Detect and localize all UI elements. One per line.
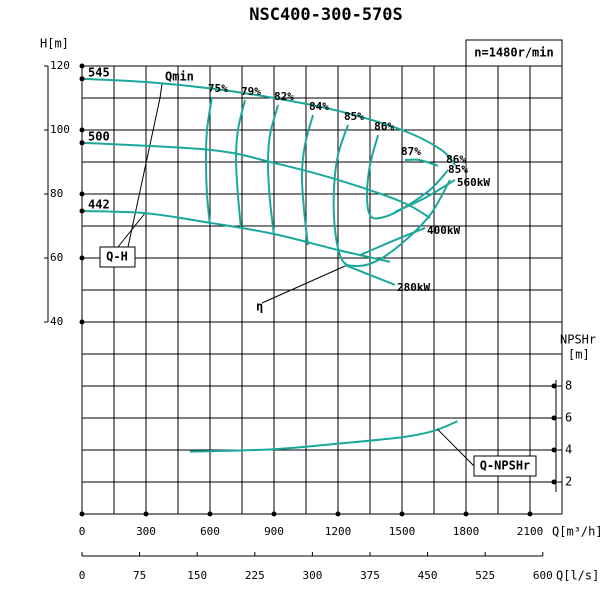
y-dot xyxy=(79,191,85,197)
eta-label: η xyxy=(256,300,263,314)
y2-dot xyxy=(551,447,557,453)
x2-axis-label: Q[l/s] xyxy=(556,569,599,583)
x2-tick-label: 75 xyxy=(133,569,146,582)
x-dot xyxy=(463,511,469,517)
x-dot xyxy=(335,511,341,517)
x-dot xyxy=(271,511,277,517)
efficiency-label: 75% xyxy=(208,82,228,95)
y-dot xyxy=(79,63,85,69)
power-line xyxy=(359,226,426,257)
y2-dot xyxy=(551,415,557,421)
power-label: 560kW xyxy=(457,176,490,189)
efficiency-label: 85% xyxy=(344,110,364,123)
efficiency-label: 85% xyxy=(448,163,468,176)
x2-tick-label: 525 xyxy=(475,569,495,582)
power-line xyxy=(394,179,456,213)
series-dot xyxy=(79,140,85,146)
x-tick-label: 2100 xyxy=(517,525,544,538)
x2-tick-label: 375 xyxy=(360,569,380,582)
y-tick-label: 100 xyxy=(50,123,70,136)
x-dot xyxy=(143,511,149,517)
series-label: 545 xyxy=(88,65,110,79)
efficiency-label: 84% xyxy=(309,100,329,113)
series-label: 500 xyxy=(88,129,110,143)
efficiency-line xyxy=(300,114,315,246)
series-line xyxy=(189,420,458,453)
x2-tick-label: 0 xyxy=(79,569,86,582)
x2-tick-label: 300 xyxy=(302,569,322,582)
y-tick-label: 120 xyxy=(50,59,70,72)
y2-dot xyxy=(551,383,557,389)
x2-tick-label: 600 xyxy=(533,569,553,582)
efficiency-line xyxy=(267,104,280,236)
efficiency-line xyxy=(332,124,451,268)
qh-box xyxy=(99,246,136,268)
series-dot xyxy=(79,76,85,82)
leader xyxy=(437,428,475,467)
y2-dot xyxy=(551,479,557,485)
x-axis-label: Q[m³/h] xyxy=(552,525,603,539)
x2-tick-label: 450 xyxy=(418,569,438,582)
efficiency-label: 86% xyxy=(374,120,394,133)
y-tick-label: 40 xyxy=(50,315,63,328)
x-tick-label: 0 xyxy=(79,525,86,538)
npsh-box xyxy=(473,455,537,477)
y-axis-label: H[m] xyxy=(40,37,69,51)
speed-label: n=1480r/min xyxy=(474,46,553,60)
y2-tick-label: 8 xyxy=(565,379,572,393)
x-tick-label: 900 xyxy=(264,525,284,538)
x-dot xyxy=(399,511,405,517)
power-label: 400kW xyxy=(427,224,460,237)
series-line xyxy=(81,141,431,219)
series-dot xyxy=(79,208,85,214)
x-dot xyxy=(79,511,85,517)
y2-axis-unit: [m] xyxy=(568,348,590,362)
qmin-label: Qmin xyxy=(165,70,194,84)
x-dot xyxy=(207,511,213,517)
series-line xyxy=(81,77,457,166)
x-tick-label: 600 xyxy=(200,525,220,538)
y2-tick-label: 4 xyxy=(565,443,572,457)
power-line xyxy=(344,264,396,286)
x-tick-label: 1800 xyxy=(453,525,480,538)
leader xyxy=(159,83,163,99)
x-tick-label: 300 xyxy=(136,525,156,538)
x-tick-label: 1200 xyxy=(325,525,352,538)
leader xyxy=(261,265,346,304)
x-tick-label: 1500 xyxy=(389,525,416,538)
efficiency-label: 86% xyxy=(446,153,466,166)
y2-tick-label: 6 xyxy=(565,411,572,425)
x2-tick-label: 225 xyxy=(245,569,265,582)
chart-title: NSC400-300-570S xyxy=(249,5,403,25)
speed-box xyxy=(465,39,563,67)
y2-tick-label: 2 xyxy=(565,475,572,489)
y-dot xyxy=(79,127,85,133)
y2-axis-label: NPSHr xyxy=(560,333,596,347)
leader xyxy=(117,211,147,248)
efficiency-label: 87% xyxy=(401,145,421,158)
efficiency-line xyxy=(235,99,246,229)
power-label: 280kW xyxy=(397,281,430,294)
efficiency-line xyxy=(404,158,439,167)
x2-tick-label: 150 xyxy=(187,569,207,582)
y-dot xyxy=(79,319,85,325)
series-label: 442 xyxy=(88,197,110,211)
y-tick-label: 60 xyxy=(50,251,63,264)
series-label: Q-NPSHr xyxy=(480,459,531,473)
efficiency-label: 82% xyxy=(274,90,294,103)
y-tick-label: 80 xyxy=(50,187,63,200)
leader xyxy=(127,97,161,248)
qh-label: Q-H xyxy=(106,250,128,264)
grid xyxy=(81,65,563,515)
efficiency-label: 79% xyxy=(241,85,261,98)
x-dot xyxy=(527,511,533,517)
y-dot xyxy=(79,255,85,261)
efficiency-line xyxy=(366,134,449,220)
efficiency-line xyxy=(204,96,213,226)
